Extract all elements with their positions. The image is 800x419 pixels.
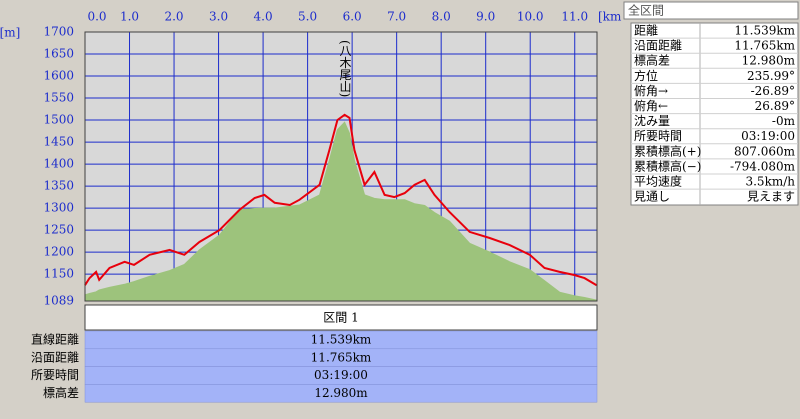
row-label: 俯角→ xyxy=(634,83,668,98)
row-value: 11.765km xyxy=(734,39,795,53)
x-tick-label: 4.0 xyxy=(254,10,273,24)
y-tick-label: 1650 xyxy=(43,47,74,61)
y-tick-label: 1300 xyxy=(43,201,74,215)
panel-title: 全区間 xyxy=(628,3,664,18)
y-tick-label: 1550 xyxy=(43,91,74,105)
row-label: 見通し xyxy=(634,190,670,204)
line xyxy=(84,113,598,287)
y-tick-label: 1150 xyxy=(43,267,74,281)
row-label: 沈み量 xyxy=(634,113,670,128)
x-tick-label: 8.0 xyxy=(432,10,451,24)
x-tick-label: 2.0 xyxy=(164,10,183,24)
row-label: 沿面距離 xyxy=(634,39,682,53)
x-tick-label: 5.0 xyxy=(298,10,317,24)
x-tick-label: 0.0 xyxy=(87,10,106,24)
section-label: 標高差 xyxy=(43,385,79,400)
y-tick-label: 1400 xyxy=(43,157,74,171)
row-value: 3.5km/h xyxy=(745,175,795,189)
section-title-box xyxy=(84,304,598,331)
row-value: 12.980m xyxy=(742,54,796,68)
section-label: 沿面距離 xyxy=(31,350,79,364)
section-value: 03:19:00 xyxy=(314,368,368,382)
row-label: 累積標高(−) xyxy=(634,158,701,173)
y-tick-label: 1500 xyxy=(43,113,74,127)
row-label: 所要時間 xyxy=(634,129,682,143)
row-label: 累積標高(+) xyxy=(634,143,701,158)
y-tick-label: 1700 xyxy=(43,25,74,39)
row-value: -26.89° xyxy=(751,84,795,98)
row-value: 見えます xyxy=(747,190,795,204)
section-label: 直線距離 xyxy=(31,332,79,347)
row-value: 26.89° xyxy=(755,99,795,113)
y-unit: [m] xyxy=(0,26,20,40)
row-value: -794.080m xyxy=(730,159,796,173)
plot-border xyxy=(84,31,598,302)
y-tick-label: 1450 xyxy=(43,135,74,149)
row-label: 標高差 xyxy=(634,53,670,68)
row-label: 平均速度 xyxy=(634,174,682,189)
row-value: 807.060m xyxy=(734,144,796,158)
y-tick-label: 1089 xyxy=(43,294,74,308)
area-fill xyxy=(85,122,597,301)
area-edge xyxy=(84,121,597,301)
x-tick-label: 9.0 xyxy=(476,10,495,24)
y-tick-label: 1200 xyxy=(43,245,74,259)
section-row xyxy=(84,384,598,403)
row-value: -0m xyxy=(772,114,796,128)
x-tick-label: 6.0 xyxy=(343,10,362,24)
x-tick-label: 3.0 xyxy=(209,10,228,24)
row-value: 235.99° xyxy=(747,69,795,83)
section-value: 11.765km xyxy=(311,350,372,364)
section-value: 12.980m xyxy=(314,386,368,400)
row-label: 俯角← xyxy=(634,98,668,113)
x-unit: [km] xyxy=(598,10,626,24)
x-tick-label: 10.0 xyxy=(517,10,544,24)
row-value: 03:19:00 xyxy=(741,129,795,143)
row-label: 方位 xyxy=(634,68,658,83)
x-tick-label: 7.0 xyxy=(387,10,406,24)
y-tick-label: 1250 xyxy=(43,223,74,237)
peak-annotation: (八木尾山) xyxy=(338,40,352,97)
x-tick-label: 1.0 xyxy=(120,10,139,24)
y-tick-label: 1600 xyxy=(43,69,74,83)
section-value: 11.539km xyxy=(311,333,372,347)
section-label: 所要時間 xyxy=(31,368,79,382)
section-title: 区間 1 xyxy=(323,311,358,325)
row-value: 11.539km xyxy=(734,24,795,38)
row-label: 距離 xyxy=(634,24,658,38)
x-tick-label: 11.0 xyxy=(561,10,588,24)
panel-title-box xyxy=(623,1,799,20)
y-tick-label: 1350 xyxy=(43,179,74,193)
